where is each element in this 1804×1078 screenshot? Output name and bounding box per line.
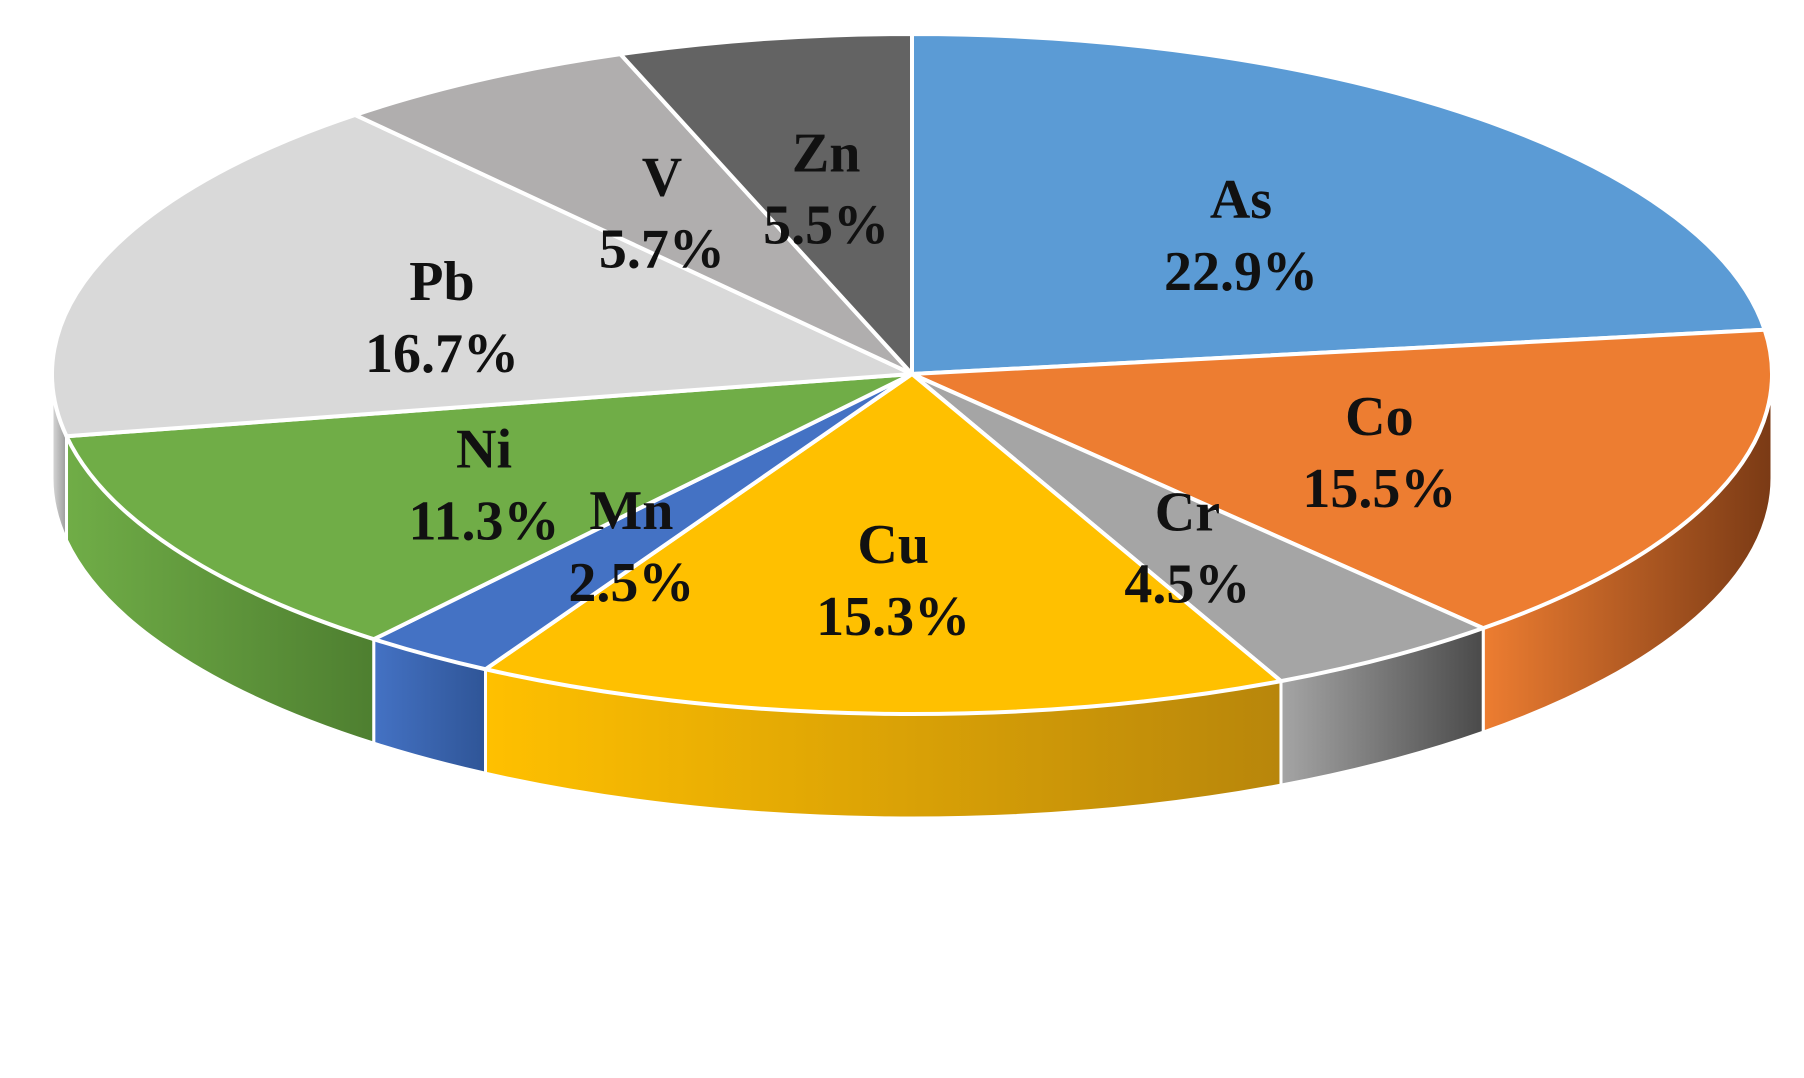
pie-sides bbox=[50, 372, 1774, 820]
pie-slice-ni bbox=[64, 372, 914, 642]
slice-value-ni: 11.3% bbox=[409, 490, 560, 552]
pie-slice-co bbox=[910, 327, 1774, 631]
pie-slice-zn bbox=[618, 32, 914, 376]
pie-slice-cu bbox=[483, 372, 1283, 716]
pie-labels: As 22.9% Co 15.5% Cr 4.5% Cu 15.3% Mn 2.5% Ni 11.3%… bbox=[365, 123, 1456, 648]
slice-label-as: As bbox=[1210, 169, 1272, 231]
pie-top bbox=[50, 32, 1774, 716]
slice-value-cr: 4.5% bbox=[1124, 553, 1250, 615]
pie-slice-v bbox=[353, 52, 914, 376]
pie-slice-cr bbox=[910, 372, 1486, 684]
slice-value-mn: 2.5% bbox=[568, 552, 694, 614]
slice-value-pb: 16.7% bbox=[365, 323, 519, 385]
slice-value-zn: 5.5% bbox=[763, 195, 889, 257]
slice-label-zn: Zn bbox=[792, 123, 861, 185]
slice-value-as: 22.9% bbox=[1164, 241, 1318, 303]
pie-slice-as bbox=[910, 32, 1767, 376]
slice-label-cu: Cu bbox=[857, 514, 929, 576]
pie-slice-pb bbox=[50, 112, 914, 439]
slice-label-v: V bbox=[642, 146, 682, 208]
slice-label-co: Co bbox=[1345, 386, 1413, 448]
slice-value-v: 5.7% bbox=[599, 218, 725, 280]
slice-label-ni: Ni bbox=[456, 418, 512, 480]
slice-value-cu: 15.3% bbox=[816, 586, 970, 648]
slice-label-cr: Cr bbox=[1155, 481, 1220, 543]
slice-label-pb: Pb bbox=[409, 251, 474, 313]
slice-label-mn: Mn bbox=[589, 480, 673, 542]
slice-value-co: 15.5% bbox=[1302, 458, 1456, 520]
